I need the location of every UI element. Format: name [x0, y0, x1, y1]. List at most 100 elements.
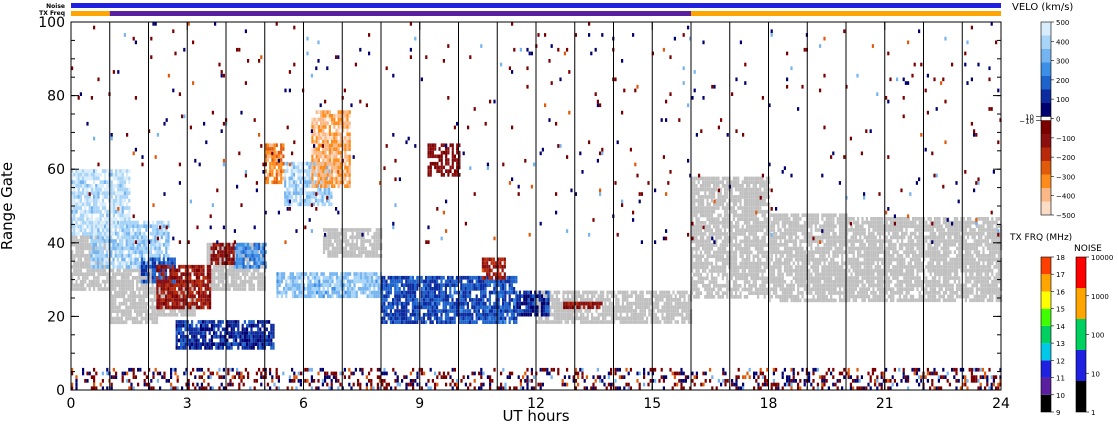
- scatter-cell: [178, 309, 181, 313]
- scatter-cell: [713, 254, 716, 258]
- scatter-cell: [881, 257, 884, 262]
- scatter-cell: [158, 312, 161, 317]
- scatter-cell: [717, 291, 720, 295]
- scatter-cell: [951, 298, 954, 303]
- scatter-cell: [697, 276, 700, 281]
- scatter-cell: [960, 228, 963, 232]
- scatter-cell: [650, 316, 653, 321]
- scatter-cell: [187, 312, 190, 317]
- scatter-cell: [357, 287, 360, 291]
- scatter-cell: [289, 272, 292, 276]
- scatter-cell: [224, 242, 227, 247]
- scatter-cell: [604, 305, 607, 310]
- scatter-cell: [652, 316, 655, 321]
- scatter-cell: [859, 235, 862, 240]
- scatter-cell: [918, 279, 921, 284]
- scatter-cell: [373, 283, 376, 287]
- scatter-cell: [823, 254, 826, 258]
- scatter-cell: [325, 235, 328, 240]
- scatter-cell: [342, 254, 345, 258]
- scatter-cell: [980, 268, 983, 273]
- scatter-cell: [739, 217, 742, 221]
- scatter-cell: [219, 279, 222, 284]
- scatter-cell: [77, 261, 80, 265]
- scatter-cell: [843, 287, 846, 292]
- scatter-cell: [120, 272, 123, 276]
- scatter-cell: [717, 202, 720, 207]
- scatter-cell: [597, 320, 600, 324]
- scatter-cell: [752, 184, 755, 188]
- scatter-cell: [289, 287, 292, 291]
- scatter-cell: [544, 294, 547, 298]
- scatter-cell: [120, 279, 123, 284]
- scatter-cell: [854, 272, 857, 277]
- scatter-cell: [934, 217, 937, 221]
- scatter-cell: [898, 257, 901, 262]
- scatter-cell: [872, 268, 875, 273]
- scatter-cell: [191, 312, 194, 317]
- scatter-cell: [743, 235, 746, 240]
- scatter-cell: [973, 294, 976, 299]
- scatter-cell: [901, 246, 904, 251]
- scatter-cell: [702, 246, 705, 251]
- scatter-cell: [754, 198, 757, 203]
- scatter-cell: [691, 239, 694, 244]
- scatter-cell: [967, 268, 970, 273]
- scatter-region: [768, 213, 848, 303]
- scatter-cell: [754, 269, 757, 273]
- scatter-cell: [896, 231, 899, 236]
- scatter-cell: [792, 239, 795, 243]
- scatter-cell: [344, 235, 348, 240]
- scatter-cell: [144, 301, 148, 306]
- scatter-cell: [775, 276, 778, 280]
- scatter-cell: [88, 265, 91, 269]
- scatter-cell: [79, 257, 82, 262]
- scatter-cell: [794, 246, 798, 251]
- scatter-cell: [346, 272, 349, 276]
- scatter-cell: [896, 220, 899, 225]
- scatter-cell: [788, 224, 791, 229]
- scatter-cell: [717, 213, 720, 218]
- scatter-cell: [329, 242, 332, 247]
- scatter-cell: [746, 258, 749, 262]
- scatter-cell: [881, 246, 884, 251]
- scatter-cell: [859, 261, 862, 266]
- scatter-cell: [803, 280, 806, 284]
- scatter-cell: [732, 206, 735, 210]
- scatter-cell: [342, 250, 345, 254]
- scatter-cell: [905, 217, 908, 221]
- scatter-cell: [213, 276, 216, 280]
- scatter-cell: [947, 254, 950, 258]
- scatter-cell: [953, 276, 956, 280]
- scatter-cell: [582, 294, 585, 298]
- scatter-cell: [710, 198, 713, 203]
- scatter-cell: [993, 291, 996, 295]
- scatter-cell: [710, 243, 713, 247]
- scatter-cell: [702, 276, 705, 281]
- scatter-cell: [702, 187, 705, 192]
- scatter-cell: [398, 294, 401, 299]
- scatter-cell: [819, 246, 822, 251]
- scatter-cell: [890, 287, 893, 291]
- scatter-cell: [971, 261, 974, 266]
- scatter-cell: [398, 298, 401, 302]
- scatter-cell: [88, 272, 91, 277]
- scatter-cell: [819, 257, 822, 262]
- scatter-cell: [577, 316, 580, 321]
- scatter-cell: [803, 228, 806, 232]
- scatter-cell: [149, 298, 152, 302]
- scatter-cell: [338, 246, 341, 251]
- scatter-cell: [788, 231, 791, 236]
- scatter-cell: [708, 184, 711, 188]
- scatter-cell: [628, 320, 631, 324]
- scatter-cell: [759, 287, 762, 292]
- scatter-cell: [555, 298, 558, 302]
- scatter-cell: [697, 280, 700, 284]
- scatter-cell: [695, 269, 698, 273]
- scatter-cell: [351, 287, 354, 291]
- scatter-cell: [219, 265, 222, 269]
- scatter-cell: [986, 235, 989, 240]
- scatter-cell: [138, 301, 141, 306]
- scatter-cell: [991, 246, 994, 251]
